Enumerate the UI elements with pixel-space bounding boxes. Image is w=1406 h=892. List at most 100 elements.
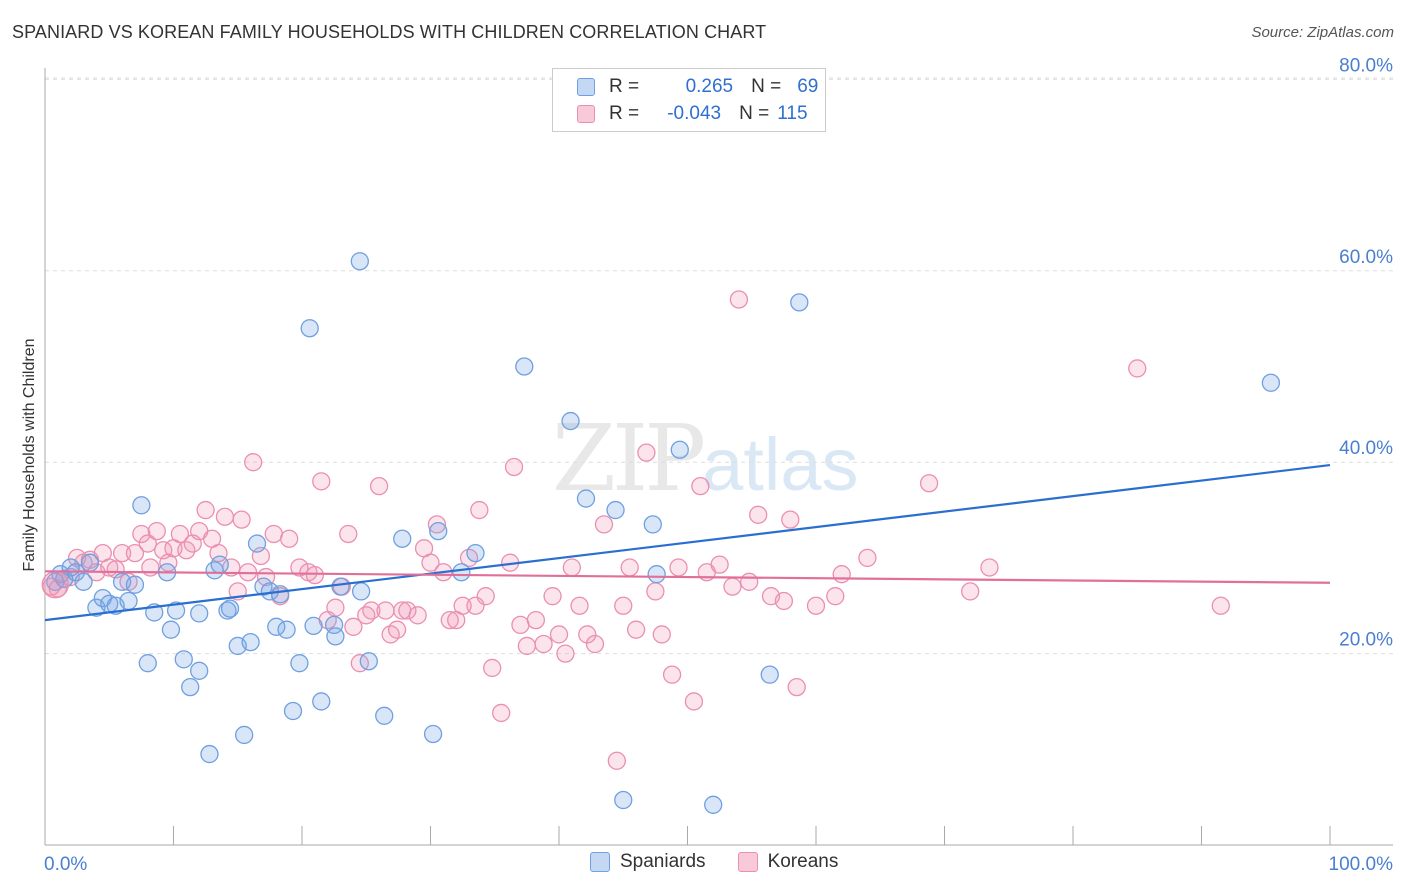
legend-r-label: R = xyxy=(609,103,640,124)
legend-r-label: R = xyxy=(609,76,640,97)
spaniard-point xyxy=(429,521,448,541)
korean-point xyxy=(781,510,800,529)
legend-box: R = 0.265 N = 69 R = -0.043 N = 115 xyxy=(552,68,826,132)
spaniard-point xyxy=(576,489,596,508)
legend-swatch-koreans xyxy=(577,105,595,123)
korean-point xyxy=(614,596,633,615)
korean-point xyxy=(749,505,768,524)
legend-swatch-spaniards xyxy=(577,78,595,96)
korean-point xyxy=(125,543,145,563)
korean-point xyxy=(787,677,806,697)
spaniard-point xyxy=(80,553,100,572)
spaniard-point xyxy=(393,529,412,548)
spaniard-point xyxy=(138,654,157,673)
spaniard-point xyxy=(359,652,378,671)
korean-point xyxy=(594,515,614,534)
korean-point xyxy=(585,634,605,654)
spaniard-point xyxy=(351,582,371,601)
spaniard-point xyxy=(290,654,309,673)
korean-point xyxy=(806,596,826,615)
spaniard-point xyxy=(283,701,303,721)
spaniard-point xyxy=(74,572,93,591)
korean-point xyxy=(729,290,749,309)
korean-point xyxy=(141,558,160,577)
trend-lines xyxy=(44,463,1331,622)
spaniard-point xyxy=(132,496,151,515)
legend-n-value: 69 xyxy=(797,76,819,97)
korean-point xyxy=(339,524,358,544)
korean-point xyxy=(453,596,472,615)
legend-r-value: 0.265 xyxy=(685,76,734,97)
korean-point xyxy=(264,524,283,544)
legend-row-spaniards: R = 0.265 N = 69 xyxy=(577,75,818,99)
korean-point xyxy=(196,500,215,520)
spaniard-point xyxy=(350,252,369,271)
spaniard-point xyxy=(267,617,286,636)
spaniard-point xyxy=(190,661,209,680)
korean-point xyxy=(526,610,546,630)
x-tick-label-min: 0.0% xyxy=(44,854,87,875)
watermark: ZIPatlas xyxy=(552,405,858,512)
spaniard-point xyxy=(643,515,662,534)
spaniard-point xyxy=(423,724,443,744)
korean-point xyxy=(476,587,495,606)
spaniard-point xyxy=(331,577,350,596)
spaniard-point xyxy=(760,665,779,684)
spaniard-point xyxy=(790,293,809,312)
legend-r-value: -0.043 xyxy=(667,103,722,124)
korean-point xyxy=(607,751,626,770)
korean-point xyxy=(132,524,151,544)
spaniard-point xyxy=(166,601,186,620)
bottom-legend: Spaniards Koreans xyxy=(590,851,870,873)
korean-point xyxy=(511,615,530,635)
korean-point xyxy=(492,703,511,723)
spaniard-point xyxy=(277,620,296,639)
korean-point xyxy=(421,553,440,572)
spaniard-point xyxy=(704,795,723,814)
korean-trend-line xyxy=(44,570,1331,584)
korean-point xyxy=(832,565,851,584)
korean-point xyxy=(517,636,537,656)
spaniard-point xyxy=(190,604,209,623)
spaniard-point xyxy=(606,500,625,520)
korean-point xyxy=(369,476,389,496)
korean-point xyxy=(232,510,251,529)
y-tick-label: 60.0% xyxy=(1339,247,1393,268)
korean-point xyxy=(626,620,646,639)
bottom-legend-koreans: Koreans xyxy=(737,851,838,873)
y-axis-title: Family Households with Children xyxy=(21,339,38,572)
spaniard-point xyxy=(614,790,633,810)
spaniard-point xyxy=(452,563,471,582)
korean-point xyxy=(652,625,671,644)
spaniard-point xyxy=(174,650,193,669)
korean-point xyxy=(549,625,569,644)
legend-row-koreans: R = -0.043 N = 115 xyxy=(577,102,808,126)
korean-point xyxy=(980,558,999,577)
korean-point xyxy=(290,558,309,577)
korean-point xyxy=(662,665,682,684)
korean-point xyxy=(858,548,877,568)
korean-point xyxy=(138,534,157,553)
korean-point xyxy=(398,601,417,620)
korean-point xyxy=(620,558,639,577)
spaniard-point xyxy=(312,692,331,711)
spaniard-point xyxy=(200,744,219,764)
spaniard-point xyxy=(271,585,290,604)
spaniard-point xyxy=(304,616,323,635)
korean-point xyxy=(556,644,575,663)
legend-n-value: 115 xyxy=(777,103,808,124)
data-points xyxy=(41,252,1281,814)
korean-point xyxy=(483,658,502,678)
x-tick-label-max: 100.0% xyxy=(1329,854,1394,875)
korean-point xyxy=(344,617,363,636)
spaniard-point xyxy=(205,561,224,580)
korean-point xyxy=(408,606,427,625)
korean-point xyxy=(774,591,794,611)
spaniard-point xyxy=(326,627,345,646)
watermark-atlas: atlas xyxy=(702,423,859,506)
legend-n-label: N = xyxy=(751,76,782,97)
spaniard-point xyxy=(515,357,534,376)
bottom-swatch-koreans xyxy=(737,852,758,872)
korean-point xyxy=(740,572,759,591)
